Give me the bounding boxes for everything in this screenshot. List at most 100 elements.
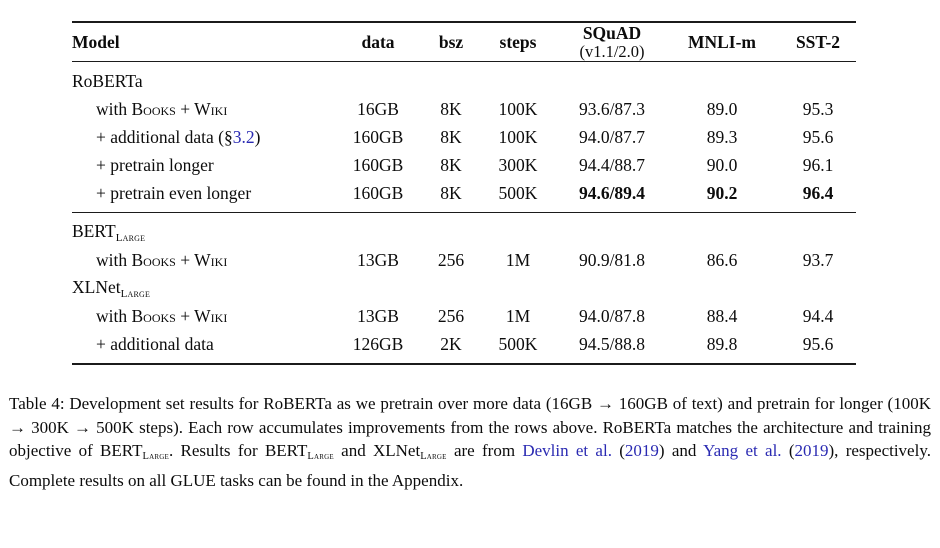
caption-subscript-large: Large <box>307 451 334 463</box>
row-label-pretrain-even-longer: + pretrain even longer <box>72 179 330 213</box>
devlin-year-link[interactable]: 2019 <box>624 441 659 461</box>
cell-sst2: 95.6 <box>802 126 834 147</box>
cell-steps: 500K <box>498 333 538 354</box>
cell-data: 160GB <box>352 126 404 147</box>
cell-mnli: 90.0 <box>706 154 738 175</box>
caption-text: ) and <box>658 441 704 461</box>
cell-bsz: 8K <box>440 154 462 175</box>
row-label-corpus: Books + Wiki <box>131 305 228 326</box>
row-label-books-wiki: with Books + Wiki <box>72 246 330 274</box>
model-name-bert-large: BERTLarge <box>72 212 330 246</box>
empty-cells <box>330 212 856 246</box>
cell-steps: 1M <box>505 305 531 326</box>
cell-mnli: 86.6 <box>706 249 738 270</box>
table-row-roberta-section: RoBERTa <box>72 62 856 96</box>
row-label-additional-data: + additional data (§3.2) <box>72 123 330 151</box>
cell-bsz: 8K <box>440 182 462 203</box>
empty-cells <box>330 274 856 302</box>
yang-citation-link[interactable]: Yang et al. <box>703 441 782 461</box>
column-header-sst2: SST-2 <box>780 22 856 62</box>
column-header-bsz-label: bsz <box>438 31 464 52</box>
caption-subscript-large: Large <box>142 451 169 463</box>
row-label-additional-data: + additional data <box>72 330 330 364</box>
column-header-squad: SQuAD (v1.1/2.0) <box>560 22 664 62</box>
row-label-text: + additional data (§ <box>96 126 233 147</box>
table-caption: Table 4: Development set results for RoB… <box>9 392 931 492</box>
cell-squad: 94.0/87.7 <box>578 126 646 147</box>
cell-squad: 94.4/88.7 <box>578 154 646 175</box>
table-row-xlnet-additional-data: + additional data 126GB 2K 500K 94.5/88.… <box>72 330 856 364</box>
empty-cells <box>330 62 856 96</box>
cell-squad: 93.6/87.3 <box>578 98 646 119</box>
column-header-bsz: bsz <box>426 22 476 62</box>
table-row-xlnet-section: XLNetLarge <box>72 274 856 302</box>
row-label-text: + pretrain even longer <box>96 182 252 203</box>
table-row-additional-data: + additional data (§3.2) 160GB 8K 100K 9… <box>72 123 856 151</box>
row-label-corpus: Books + Wiki <box>131 98 228 119</box>
row-label-corpus: Books + Wiki <box>131 249 228 270</box>
table-row-pretrain-even-longer: + pretrain even longer 160GB 8K 500K 94.… <box>72 179 856 213</box>
column-header-mnli-label: MNLI-m <box>687 31 757 52</box>
cell-mnli: 89.8 <box>706 333 738 354</box>
model-name-roberta-label: RoBERTa <box>72 70 143 91</box>
caption-text: ( <box>781 441 795 461</box>
devlin-citation-link[interactable]: Devlin et al. <box>522 441 612 461</box>
column-header-sst2-label: SST-2 <box>795 31 841 52</box>
model-size-subscript: Large <box>120 287 151 300</box>
caption-subscript-large: Large <box>420 451 447 463</box>
caption-text: and XLNet <box>333 441 421 461</box>
cell-sst2: 95.6 <box>802 333 834 354</box>
cell-mnli: 89.3 <box>706 126 738 147</box>
column-header-mnli: MNLI-m <box>664 22 780 62</box>
cell-bsz: 256 <box>437 305 465 326</box>
row-label-text: with <box>96 305 132 326</box>
cell-bsz: 8K <box>440 98 462 119</box>
table-row-bert-books-wiki: with Books + Wiki 13GB 256 1M 90.9/81.8 … <box>72 246 856 274</box>
model-name-xlnet-large: XLNetLarge <box>72 274 330 302</box>
column-header-squad-title: SQuAD <box>582 23 642 43</box>
caption-text: are from <box>446 441 523 461</box>
row-label-text: with <box>96 249 132 270</box>
cell-data: 16GB <box>357 98 399 119</box>
cell-squad: 90.9/81.8 <box>578 249 646 270</box>
model-name-bert-label: BERT <box>72 220 116 241</box>
section-3-2-link[interactable]: 3.2 <box>232 126 255 147</box>
cell-steps: 300K <box>498 154 538 175</box>
caption-text: . Results for BERT <box>168 441 308 461</box>
column-header-steps: steps <box>476 22 560 62</box>
cell-data: 13GB <box>357 249 399 270</box>
table-row-roberta-books-wiki: with Books + Wiki 16GB 8K 100K 93.6/87.3… <box>72 95 856 123</box>
cell-mnli: 90.2 <box>706 182 738 203</box>
model-name-roberta: RoBERTa <box>72 62 330 96</box>
column-header-steps-label: steps <box>499 31 537 52</box>
cell-squad: 94.0/87.8 <box>578 305 646 326</box>
cell-squad: 94.6/89.4 <box>578 182 646 203</box>
cell-data: 126GB <box>352 333 404 354</box>
cell-steps: 100K <box>498 98 538 119</box>
cell-bsz: 256 <box>437 249 465 270</box>
column-header-data-label: data <box>361 31 395 52</box>
cell-steps: 1M <box>505 249 531 270</box>
row-label-text: + additional data <box>96 333 214 354</box>
cell-data: 13GB <box>357 305 399 326</box>
column-header-model-label: Model <box>72 31 120 52</box>
cell-data: 160GB <box>352 154 404 175</box>
column-header-data: data <box>330 22 426 62</box>
caption-text: ( <box>611 441 625 461</box>
row-label-text: + pretrain longer <box>96 154 214 175</box>
cell-bsz: 2K <box>440 333 462 354</box>
column-header-squad-versions: (v1.1/2.0) <box>579 42 645 61</box>
yang-year-link[interactable]: 2019 <box>794 441 829 461</box>
cell-bsz: 8K <box>440 126 462 147</box>
table-row-pretrain-longer: + pretrain longer 160GB 8K 300K 94.4/88.… <box>72 151 856 179</box>
cell-squad: 94.5/88.8 <box>578 333 646 354</box>
column-header-model: Model <box>72 22 330 62</box>
row-label-text: with <box>96 98 132 119</box>
table-row-xlnet-books-wiki: with Books + Wiki 13GB 256 1M 94.0/87.8 … <box>72 302 856 330</box>
cell-steps: 100K <box>498 126 538 147</box>
model-name-xlnet-label: XLNet <box>72 276 121 297</box>
results-table: Model data bsz steps SQuAD (v1.1/2.0) MN… <box>72 21 856 365</box>
row-label-books-wiki: with Books + Wiki <box>72 302 330 330</box>
row-label-books-wiki: with Books + Wiki <box>72 95 330 123</box>
cell-sst2: 94.4 <box>802 305 834 326</box>
